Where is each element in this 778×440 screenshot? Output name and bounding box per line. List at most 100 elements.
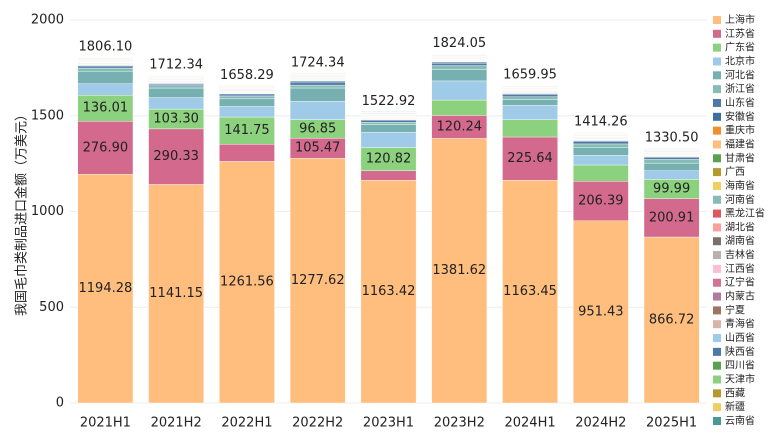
segment-label: 206.39 (578, 194, 624, 209)
legend-swatch (713, 389, 721, 398)
legend-label: 江西省 (725, 262, 755, 275)
segment-label: 1194.28 (79, 281, 133, 296)
bar-segment (219, 106, 275, 118)
bar-segment (77, 83, 134, 96)
legend-swatch (713, 278, 721, 287)
legend-swatch (713, 43, 721, 52)
bar-segment (431, 99, 488, 116)
bar-segment (360, 170, 417, 181)
legend-swatch (713, 209, 721, 218)
legend-label: 黑龙江省 (725, 207, 765, 220)
legend-swatch (713, 154, 721, 163)
bar-segment (502, 179, 558, 404)
legend-swatch (713, 306, 721, 315)
bar-segment (502, 105, 558, 120)
total-label: 1658.29 (220, 68, 274, 83)
bar-segment (431, 65, 488, 70)
legend-label: 上海市 (725, 13, 755, 26)
bar-segment (502, 99, 558, 106)
bar-segment (289, 158, 346, 404)
bar-segment (431, 63, 488, 66)
segment-label: 1141.15 (149, 286, 203, 301)
bar-segment (502, 96, 558, 100)
bar-segment (502, 94, 558, 97)
segment-label: 1163.45 (503, 284, 557, 299)
legend-swatch (713, 126, 721, 135)
bar-segment (360, 120, 417, 123)
segment-label: 105.47 (295, 141, 341, 156)
segment-label: 276.90 (83, 140, 129, 155)
total-label: 1522.92 (362, 94, 416, 109)
bar-segment (219, 143, 275, 162)
bar-segment (431, 80, 488, 101)
legend-swatch (713, 71, 721, 80)
legend-swatch (713, 168, 721, 177)
legend-swatch (713, 334, 721, 343)
bar-segment (573, 141, 629, 145)
legend-swatch (713, 57, 721, 66)
legend-label: 浙江省 (725, 82, 755, 95)
legend-label: 湖南省 (725, 234, 755, 247)
bar-segment (573, 164, 629, 182)
legend-label: 江苏省 (725, 27, 755, 40)
legend-label: 新疆 (725, 400, 745, 413)
segment-label: 96.85 (299, 121, 336, 136)
legend-swatch (713, 237, 721, 246)
legend-label: 甘肃省 (725, 151, 755, 164)
legend-label: 天津市 (725, 373, 755, 386)
bar-segment (148, 87, 204, 98)
total-label: 1724.34 (291, 55, 345, 70)
y-tick-label: 2000 (31, 13, 64, 28)
segment-label: 225.64 (507, 151, 553, 166)
x-tick-label: 2023H2 (434, 416, 485, 431)
bar-segment (148, 128, 204, 185)
total-label: 1806.10 (79, 40, 133, 55)
legend-label: 福建省 (725, 137, 755, 150)
bar-segment (431, 69, 488, 82)
legend-swatch (713, 251, 721, 260)
bar-segment (219, 116, 275, 145)
segment-label: 120.82 (366, 152, 412, 167)
x-tick-label: 2025H1 (646, 416, 697, 431)
bar-segment (148, 85, 204, 89)
legend-swatch (713, 85, 721, 94)
bar-segment (431, 138, 488, 404)
bar-segment (289, 81, 346, 84)
legend-label: 重庆市 (725, 124, 755, 137)
legend-label: 四川省 (725, 359, 755, 372)
legend-swatch (713, 320, 721, 329)
x-tick-label: 2021H2 (151, 416, 202, 431)
bar-segment (502, 119, 558, 138)
bar-segment (643, 236, 700, 404)
bar-segment (289, 82, 346, 86)
bar-segment (289, 101, 346, 120)
total-label: 1659.95 (503, 68, 557, 83)
legend-swatch (713, 16, 721, 24)
segment-label: 1163.42 (362, 284, 416, 299)
bar-segment (77, 68, 134, 72)
bar-segment (148, 184, 204, 404)
x-tick-label: 2022H1 (221, 416, 272, 431)
y-tick-label: 1000 (31, 204, 64, 219)
segment-label: 136.01 (83, 101, 129, 116)
legend-label: 云南省 (725, 414, 755, 427)
segment-label: 103.30 (153, 111, 199, 126)
legend-label: 西藏 (725, 387, 745, 399)
bar-segment (643, 198, 700, 238)
bar-segment (219, 94, 275, 97)
segment-label: 1261.56 (220, 275, 274, 290)
legend-swatch (713, 361, 721, 370)
total-label: 1414.26 (574, 115, 628, 130)
legend-swatch (713, 292, 721, 301)
bar-segment (77, 174, 134, 404)
bar-segment (289, 84, 346, 89)
legend-swatch (713, 29, 721, 38)
legend-swatch (713, 223, 721, 232)
bar-segment (219, 96, 275, 100)
segment-label: 200.91 (649, 210, 695, 225)
legend-label: 陕西省 (725, 345, 755, 358)
legend-swatch (713, 140, 721, 149)
bar-segment (573, 155, 629, 166)
legend-label: 河北省 (725, 68, 755, 81)
